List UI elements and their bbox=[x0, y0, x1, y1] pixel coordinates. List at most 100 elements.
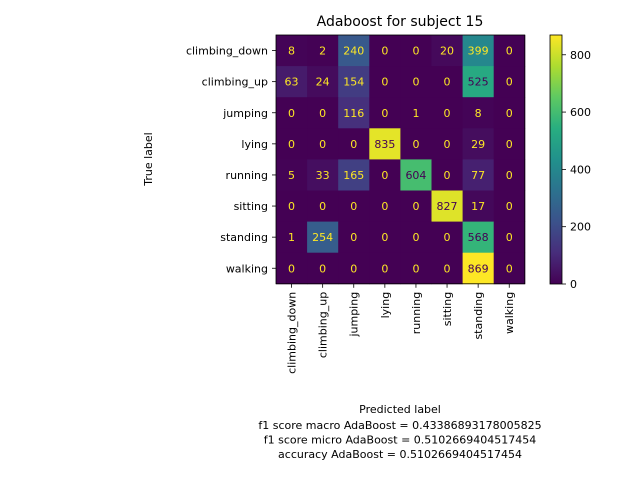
metric-line: f1 score macro AdaBoost = 0.433868931780… bbox=[258, 419, 541, 432]
metric-line: accuracy AdaBoost = 0.5102669404517454 bbox=[278, 448, 522, 461]
cell-value-label: 1 bbox=[412, 107, 419, 120]
x-tick-label: climbing_down bbox=[286, 292, 299, 374]
matrix-cell bbox=[431, 252, 463, 285]
matrix-cell bbox=[307, 159, 339, 191]
matrix-cell bbox=[400, 35, 432, 67]
matrix-cell bbox=[431, 128, 463, 160]
colorbar-tick-label: 0 bbox=[570, 278, 577, 291]
cell-value-label: 0 bbox=[506, 45, 513, 58]
matrix-cell bbox=[400, 190, 432, 222]
x-tick-label: walking bbox=[503, 292, 516, 334]
cell-value-label: 0 bbox=[288, 107, 295, 120]
colorbar-tick-label: 200 bbox=[570, 221, 591, 234]
matrix-cell bbox=[400, 221, 432, 254]
y-axis-label: True label bbox=[142, 132, 155, 186]
colorbar-tick-label: 800 bbox=[570, 49, 591, 62]
cell-value-label: 0 bbox=[412, 200, 419, 213]
matrix-cell bbox=[276, 190, 308, 222]
y-tick-label: climbing_up bbox=[202, 76, 268, 89]
matrix-cell bbox=[338, 66, 370, 98]
y-tick-label: walking bbox=[226, 262, 268, 275]
matrix-cell bbox=[369, 159, 401, 191]
cell-value-label: 0 bbox=[506, 200, 513, 213]
cell-value-label: 8 bbox=[288, 45, 295, 58]
cell-value-label: 0 bbox=[444, 107, 451, 120]
x-axis-label: Predicted label bbox=[359, 403, 441, 416]
matrix-cell bbox=[462, 159, 495, 191]
matrix-cell bbox=[307, 66, 339, 98]
cell-value-label: 0 bbox=[412, 262, 419, 275]
cell-value-label: 0 bbox=[288, 138, 295, 151]
cell-value-label: 0 bbox=[444, 169, 451, 182]
matrix-cell bbox=[369, 190, 401, 222]
cell-value-label: 5 bbox=[288, 169, 295, 182]
cell-value-label: 0 bbox=[381, 169, 388, 182]
matrix-cell bbox=[400, 128, 432, 160]
matrix-cell bbox=[431, 221, 463, 254]
matrix-cells: 8 2 240 0 0 20 399 0 63 24 154 0 0 0 525 0 0 0 116 0 1 0 8 0 0 0 0… bbox=[275, 34, 526, 285]
matrix-cell bbox=[369, 252, 401, 285]
cell-value-label: 0 bbox=[319, 138, 326, 151]
matrix-cell bbox=[462, 35, 495, 67]
matrix-cell bbox=[431, 97, 463, 129]
matrix-cell bbox=[462, 252, 495, 285]
matrix-cell bbox=[462, 128, 495, 160]
cell-value-label: 33 bbox=[316, 169, 330, 182]
colorbar bbox=[549, 34, 563, 285]
y-tick-label: sitting bbox=[234, 200, 268, 213]
matrix-cell bbox=[307, 190, 339, 222]
matrix-cell bbox=[400, 252, 432, 285]
matrix-cell bbox=[338, 97, 370, 129]
x-tick-label: climbing_up bbox=[317, 292, 330, 358]
cell-value-label: 116 bbox=[343, 107, 364, 120]
cell-value-label: 0 bbox=[444, 138, 451, 151]
colorbar-ticks: 0 200 400 600 800 bbox=[562, 49, 591, 291]
matrix-cell bbox=[307, 97, 339, 129]
cell-value-label: 0 bbox=[412, 231, 419, 244]
matrix-cell bbox=[369, 221, 401, 254]
cell-value-label: 0 bbox=[412, 138, 419, 151]
cell-value-label: 568 bbox=[468, 231, 489, 244]
cell-value-label: 1 bbox=[288, 231, 295, 244]
matrix-cell bbox=[338, 221, 370, 254]
matrix-cell bbox=[400, 66, 432, 98]
matrix-cell bbox=[493, 35, 526, 67]
cell-value-label: 0 bbox=[506, 138, 513, 151]
cell-value-label: 0 bbox=[288, 262, 295, 275]
x-tick-labels: climbing_down climbing_up jumping lying runn… bbox=[286, 283, 516, 374]
matrix-cell bbox=[276, 128, 308, 160]
x-tick-label: jumping bbox=[348, 292, 361, 338]
y-tick-label: running bbox=[226, 169, 268, 182]
cell-value-label: 0 bbox=[381, 76, 388, 89]
cell-value-label: 0 bbox=[506, 262, 513, 275]
cell-value-label: 0 bbox=[381, 231, 388, 244]
colorbar-tick-label: 400 bbox=[570, 163, 591, 176]
cell-value-label: 0 bbox=[350, 262, 357, 275]
matrix-cell bbox=[493, 97, 526, 129]
cell-value-label: 77 bbox=[471, 169, 485, 182]
cell-value-label: 0 bbox=[381, 107, 388, 120]
cell-value-label: 0 bbox=[506, 169, 513, 182]
matrix-cell bbox=[493, 190, 526, 222]
matrix-cell bbox=[369, 66, 401, 98]
cell-value-label: 29 bbox=[471, 138, 485, 151]
chart-title: Adaboost for subject 15 bbox=[317, 14, 484, 30]
matrix-cell bbox=[369, 35, 401, 67]
matrix-cell bbox=[307, 128, 339, 160]
matrix-cell bbox=[462, 221, 495, 254]
y-tick-label: climbing_down bbox=[186, 45, 268, 58]
cell-value-label: 2 bbox=[319, 45, 326, 58]
cell-value-label: 827 bbox=[437, 200, 458, 213]
cell-value-label: 604 bbox=[405, 169, 426, 182]
metric-line: f1 score micro AdaBoost = 0.510266940451… bbox=[264, 434, 537, 447]
x-tick-label: lying bbox=[379, 292, 392, 319]
matrix-cell bbox=[462, 66, 495, 98]
matrix-cell bbox=[400, 97, 432, 129]
matrix-frame bbox=[275, 34, 526, 285]
matrix-cell bbox=[338, 159, 370, 191]
colorbar-gradient bbox=[549, 34, 563, 285]
matrix-cell bbox=[369, 97, 401, 129]
matrix-cell bbox=[400, 159, 432, 191]
matrix-cell bbox=[307, 221, 339, 254]
